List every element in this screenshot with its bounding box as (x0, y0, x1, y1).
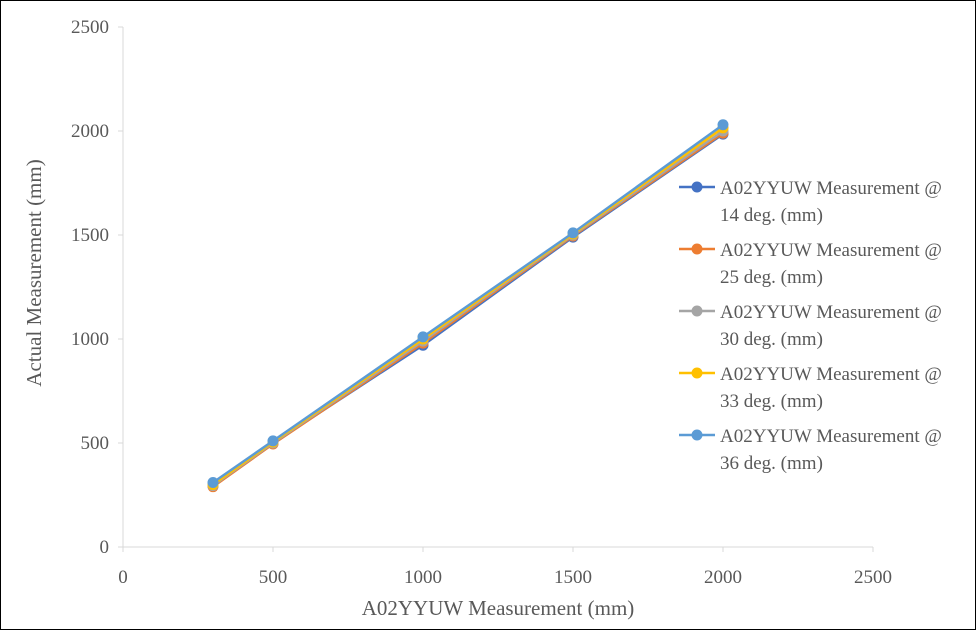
legend-label: 33 deg. (mm) (720, 391, 823, 412)
x-tick-label: 1500 (554, 567, 592, 588)
data-point (267, 435, 279, 447)
legend-label: A02YYUW Measurement @ (720, 426, 942, 447)
legend-marker (691, 181, 703, 193)
legend-marker (691, 243, 703, 255)
y-tick-label: 0 (100, 537, 110, 558)
x-tick-label: 2000 (704, 567, 742, 588)
data-point (417, 331, 429, 343)
legend-marker (691, 305, 703, 317)
legend-item-4: A02YYUW Measurement @ 33 deg. (mm) (679, 364, 942, 412)
legend-item-3: A02YYUW Measurement @ 30 deg. (mm) (679, 302, 942, 350)
y-tick-label: 1500 (71, 225, 109, 246)
y-tick-label: 2000 (71, 121, 109, 142)
data-point (207, 477, 219, 489)
legend-item-5: A02YYUW Measurement @ 36 deg. (mm) (679, 426, 942, 474)
legend-item-1: A02YYUW Measurement @ 14 deg. (mm) (679, 178, 942, 226)
y-tick-label: 2500 (71, 17, 109, 38)
x-tick-label: 0 (118, 567, 128, 588)
x-tick-label: 1000 (404, 567, 442, 588)
legend-item-2: A02YYUW Measurement @ 25 deg. (mm) (679, 240, 942, 288)
legend-marker (691, 367, 703, 379)
legend-label: 14 deg. (mm) (720, 205, 823, 226)
data-point (567, 227, 579, 239)
legend-label: 30 deg. (mm) (720, 329, 823, 350)
x-axis-title: A02YYUW Measurement (mm) (362, 596, 635, 620)
data-point (717, 119, 729, 131)
legend-label: A02YYUW Measurement @ (720, 364, 942, 385)
series-layer (207, 119, 729, 493)
legend-marker (691, 429, 703, 441)
legend-label: A02YYUW Measurement @ (720, 240, 942, 261)
x-tick-label: 2500 (854, 567, 892, 588)
legend-label: 25 deg. (mm) (720, 267, 823, 288)
legend-label: A02YYUW Measurement @ (720, 178, 942, 199)
y-axis-title: Actual Measurement (mm) (22, 159, 46, 386)
series-line (212, 123, 724, 484)
y-tick-label: 500 (81, 433, 110, 454)
y-tick-label: 1000 (71, 329, 109, 350)
series-5 (207, 119, 729, 489)
legend-label: A02YYUW Measurement @ (720, 302, 942, 323)
legend: A02YYUW Measurement @14 deg. (mm)A02YYUW… (679, 178, 942, 474)
axes: 0 500 1000 1500 2000 2500 0 500 1000 1500 2000 2500 (71, 17, 892, 588)
x-tick-label: 500 (259, 567, 288, 588)
legend-label: 36 deg. (mm) (720, 453, 823, 474)
